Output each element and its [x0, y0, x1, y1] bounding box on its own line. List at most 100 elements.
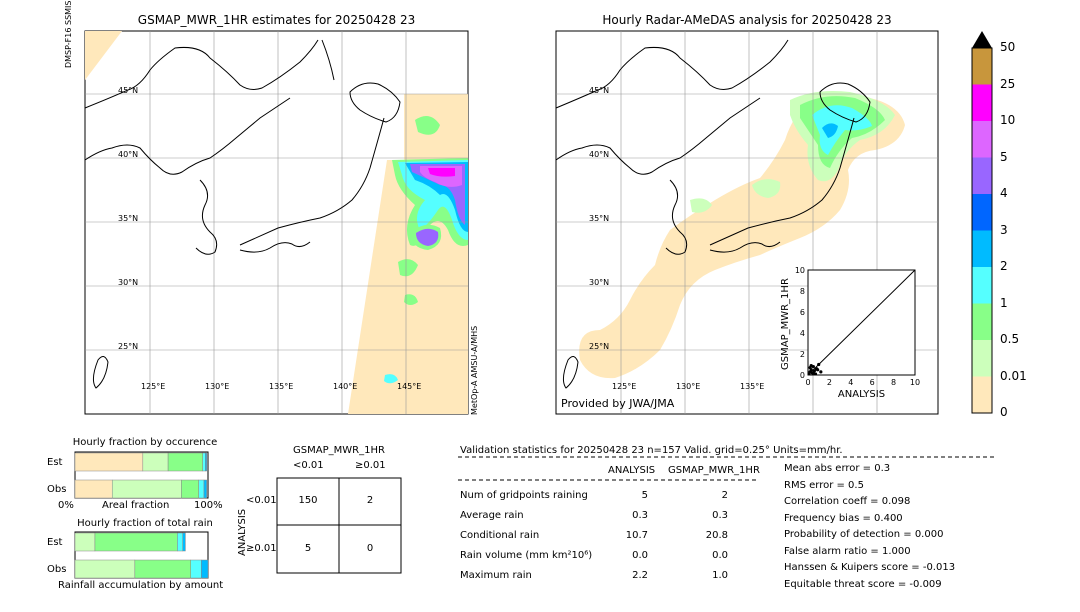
validation-col-analysis: ANALYSIS [608, 465, 656, 476]
right-lat-45: 45°N [589, 86, 610, 95]
bar-segment-est [202, 452, 206, 472]
colorbar-label: 4 [1000, 186, 1008, 200]
contingency-row-2: ≥0.01 [246, 543, 277, 554]
rain-est-label: Est [47, 537, 63, 548]
fraction-occurrence-bars [74, 451, 209, 499]
bar-segment-obs [74, 559, 136, 579]
left-lat-30: 30°N [118, 278, 139, 287]
validation-row-gsmap: 0.3 [712, 510, 728, 521]
contingency-cell-4: 0 [366, 543, 374, 554]
left-lat-35: 35°N [118, 214, 139, 223]
scatter-ytick: 8 [800, 287, 805, 296]
validation-row-label: Conditional rain [460, 530, 540, 541]
scatter-xtick: 0 [805, 378, 810, 387]
validation-row-gsmap: 1.0 [712, 570, 728, 581]
validation-score: False alarm ratio = 1.000 [784, 545, 911, 557]
colorbar-segment [972, 194, 992, 231]
bar-segment-est [142, 452, 169, 472]
colorbar-extend-arrow [972, 31, 992, 48]
right-lat-40: 40°N [589, 150, 610, 159]
colorbar-segment [972, 48, 992, 85]
scatter-ticks: 0 2 4 6 8 10 0 2 4 6 8 10 [795, 266, 920, 387]
left-lon-125: 125°E [141, 382, 166, 391]
bar-segment-est [94, 532, 178, 552]
left-swath-corner [85, 31, 122, 80]
validation-score: Frequency bias = 0.400 [784, 512, 903, 524]
scatter-points [807, 362, 823, 376]
validation-row-gsmap: 20.8 [705, 530, 728, 541]
colorbar-label: 0.01 [1000, 368, 1027, 383]
validation-score: Correlation coeff = 0.098 [784, 496, 911, 507]
scatter-xtick: 4 [848, 378, 853, 387]
validation-header: Validation statistics for 20250428 23 n=… [460, 445, 843, 456]
validation-col-gsmap: GSMAP_MWR_1HR [668, 465, 760, 476]
right-lon-130: 130°E [676, 382, 701, 391]
left-map-title: GSMAP_MWR_1HR estimates for 20250428 23 [137, 13, 416, 27]
scatter-xtick: 8 [891, 378, 896, 387]
left-lon-130: 130°E [205, 382, 230, 391]
validation-score: RMS error = 0.5 [784, 479, 864, 491]
validation-row-label: Maximum rain [460, 570, 532, 581]
contingency-cell-2: 2 [366, 495, 374, 506]
colorbar-label: 0.5 [1000, 332, 1020, 346]
rain-title: Hourly fraction of total rain [77, 518, 213, 529]
right-map [555, 30, 939, 415]
right-lon-125: 125°E [612, 382, 637, 391]
bar-segment-obs [134, 559, 191, 579]
right-lat-25: 25°N [589, 342, 610, 351]
colorbar-label: 0 [1000, 405, 1008, 419]
left-lon-135: 135°E [269, 382, 294, 391]
left-lat-45: 45°N [118, 86, 139, 95]
bar-segment-est [74, 452, 144, 472]
colorbar-label: 10 [1000, 113, 1016, 127]
right-lat-35: 35°N [589, 214, 610, 223]
scatter-xtick: 10 [910, 378, 920, 387]
bar-segment-obs [181, 479, 199, 499]
right-lat-30: 30°N [589, 278, 610, 287]
left-lat-40: 40°N [118, 150, 139, 159]
scatter-ylabel: GSMAP_MWR_1HR [780, 278, 791, 370]
scatter-ytick: 4 [800, 329, 805, 338]
bar-segment-obs [203, 479, 207, 499]
validation-row-analysis: 0.0 [632, 550, 648, 561]
scatter-ytick: 10 [795, 266, 805, 275]
contingency-title: GSMAP_MWR_1HR [293, 445, 385, 456]
scatter-point [817, 362, 821, 367]
colorbar-label: 25 [1000, 76, 1016, 91]
left-lat-25: 25°N [118, 342, 139, 351]
scatter-point [813, 372, 818, 376]
validation-score: Equitable threat score = -0.009 [784, 578, 942, 590]
left-lon-140: 140°E [333, 382, 358, 391]
colorbar-label: 50 [1000, 40, 1016, 54]
contingency-row-1: <0.01 [246, 495, 277, 506]
right-map-credit: Provided by JWA/JMA [561, 397, 675, 410]
scatter-ytick: 6 [800, 308, 805, 317]
bar-segment-obs [201, 559, 209, 579]
colorbar-segment [972, 121, 992, 158]
colorbar-label: 1 [1000, 295, 1008, 310]
scatter-point [819, 370, 823, 374]
colorbar-segment [972, 230, 992, 267]
bar-segment-est [167, 452, 203, 472]
validation-row-analysis: 2.2 [632, 570, 648, 581]
scatter-xtick: 2 [827, 378, 832, 387]
occ-tick-right: 100% [194, 500, 223, 511]
bar-segment-est [182, 532, 186, 552]
validation-row-label: Num of gridpoints raining [460, 490, 588, 501]
bar-segment-est [177, 532, 183, 552]
left-map [84, 30, 469, 415]
colorbar-label: 5 [1000, 149, 1008, 164]
bar-segment-est [74, 532, 96, 552]
contingency-grid [276, 477, 402, 574]
validation-row-analysis: 10.7 [625, 530, 648, 541]
validation-row-label: Rain volume (mm km²10⁶) [460, 550, 593, 561]
occ-title: Hourly fraction by occurence [72, 437, 218, 448]
validation-row-analysis: 0.3 [632, 510, 648, 521]
validation-score: Hanssen & Kuipers score = -0.013 [784, 562, 956, 573]
contingency-cell-3: 5 [304, 543, 312, 554]
contingency-cell-1: 150 [298, 495, 318, 506]
scatter-point [816, 368, 820, 372]
occ-obs-label: Obs [47, 484, 67, 495]
colorbar [971, 31, 993, 414]
